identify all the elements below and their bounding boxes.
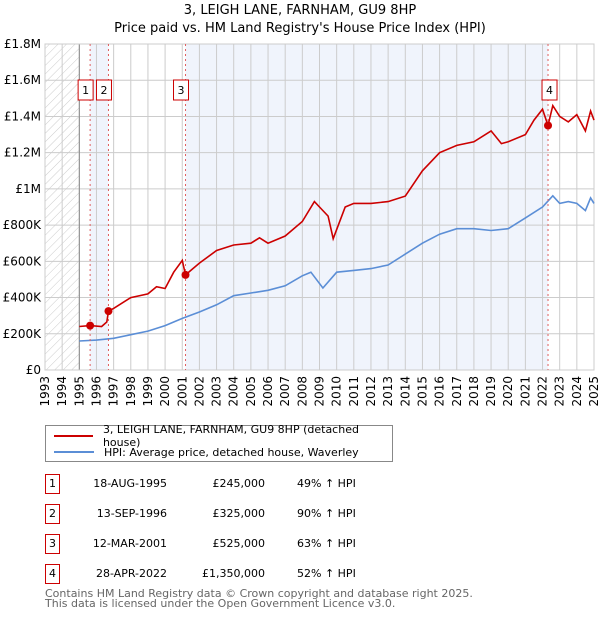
x-tick-label: 1998 (124, 376, 138, 407)
title-subtitle: Price paid vs. HM Land Registry's House … (114, 21, 486, 36)
sale-row: 1 18-AUG-1995 £245,000 49% ↑ HPI (45, 474, 445, 494)
x-tick-label: 2008 (295, 376, 309, 407)
sale-number-badge: 4 (45, 564, 60, 584)
x-tick-label: 2017 (450, 376, 464, 407)
x-tick-label: 1993 (38, 376, 52, 407)
y-tick-label: £1.4M (4, 109, 41, 123)
x-tick-label: 1997 (107, 376, 121, 407)
x-tick-label: 1995 (72, 376, 86, 407)
x-tick-label: 2001 (175, 376, 189, 407)
x-tick-label: 1996 (89, 376, 103, 407)
sale-date: 13-SEP-1996 (96, 507, 167, 520)
y-tick-label: £800K (3, 218, 43, 232)
sale-date: 28-APR-2022 (95, 567, 167, 580)
legend-label: 3, LEIGH LANE, FARNHAM, GU9 8HP (detache… (102, 423, 359, 449)
x-tick-label: 2019 (484, 376, 498, 407)
sale-row: 4 28-APR-2022 £1,350,000 52% ↑ HPI (45, 564, 445, 584)
sale-price: £1,350,000 (202, 567, 265, 580)
x-tick-label: 2012 (364, 376, 378, 407)
x-tick-label: 2020 (501, 376, 515, 407)
sale-point (86, 321, 95, 330)
chart-title: 3, LEIGH LANE, FARNHAM, GU9 8HP Price pa… (0, 2, 600, 38)
sale-number-badge: 3 (45, 534, 60, 554)
x-tick-label: 2013 (381, 376, 395, 407)
sale-number-box (541, 79, 558, 101)
y-tick-label: £400K (3, 291, 43, 305)
sale-number-badge: 1 (45, 474, 60, 494)
chart-legend: 3, LEIGH LANE, FARNHAM, GU9 8HP (detache… (45, 423, 393, 462)
x-tick-label: 2021 (518, 376, 532, 407)
x-tick-label: 2009 (313, 376, 327, 407)
x-tick-label: 2011 (347, 376, 361, 407)
sale-hpi-change: 63% ↑ HPI (297, 537, 356, 550)
sale-date: 18-AUG-1995 (93, 477, 167, 490)
x-tick-label: 2016 (433, 376, 447, 407)
footer-copyright: Contains HM Land Registry data © Crown c… (45, 587, 473, 600)
sale-number: 4 (546, 84, 553, 97)
sale-hpi-change: 49% ↑ HPI (297, 477, 356, 490)
legend-swatch-red (54, 435, 93, 437)
y-tick-label: £1M (15, 182, 41, 196)
x-tick-label: 2002 (192, 376, 206, 407)
sale-hpi-change: 52% ↑ HPI (297, 567, 356, 580)
shaded-band (185, 44, 549, 370)
property-price-line (79, 103, 595, 328)
x-tick-label: 2018 (467, 376, 481, 407)
sale-date: 12-MAR-2001 (92, 537, 167, 550)
sale-point (104, 307, 113, 316)
y-tick-label: £1.6M (4, 73, 41, 87)
y-tick-label: £200K (3, 327, 43, 341)
hpi-line (79, 194, 595, 342)
sale-number: 3 (178, 84, 185, 97)
footer: Contains HM Land Registry data © Crown c… (45, 587, 473, 610)
x-tick-label: 2015 (415, 376, 429, 407)
x-tick-label: 2003 (210, 376, 224, 407)
x-tick-label: 2025 (587, 376, 600, 407)
title-address: 3, LEIGH LANE, FARNHAM, GU9 8HP (183, 3, 417, 18)
sale-hpi-change: 90% ↑ HPI (297, 507, 356, 520)
y-tick-label: £1.2M (4, 146, 41, 160)
shaded-band (90, 44, 109, 370)
sale-number: 1 (82, 84, 89, 97)
sale-price: £525,000 (212, 537, 266, 550)
legend-item-hpi: HPI: Average price, detached house, Wave… (54, 444, 359, 460)
sale-number-box (77, 79, 94, 101)
footer-licence: This data is licensed under the Open Gov… (45, 597, 396, 610)
sale-row: 2 13-SEP-1996 £325,000 90% ↑ HPI (45, 504, 445, 524)
sale-price: £325,000 (212, 507, 266, 520)
price-chart: 1 2 3 4 £0 £200K £400K £600K £800K £1M £1.2M £1.4M £… (3, 37, 600, 407)
x-tick-label: 2006 (261, 376, 275, 407)
y-tick-label: £600K (3, 254, 43, 268)
plot-border (44, 43, 595, 371)
legend-label: HPI: Average price, detached house, Wave… (104, 445, 359, 459)
sale-point (544, 121, 553, 130)
legend-item-property: 3, LEIGH LANE, FARNHAM, GU9 8HP (detache… (54, 423, 392, 449)
x-tick-label: 1999 (141, 376, 155, 407)
x-tick-label: 2007 (278, 376, 292, 407)
sale-row: 3 12-MAR-2001 £525,000 63% ↑ HPI (45, 534, 445, 554)
sale-number: 2 (100, 84, 107, 97)
x-tick-label: 2024 (570, 376, 584, 407)
sale-number-box (173, 79, 190, 101)
sale-point (181, 270, 190, 279)
x-tick-label: 2000 (158, 376, 172, 407)
x-tick-label: 2010 (330, 376, 344, 407)
legend-swatch-blue (54, 451, 94, 453)
x-tick-label: 2005 (244, 376, 258, 407)
x-tick-label: 2014 (398, 376, 412, 407)
x-tick-label: 2023 (553, 376, 567, 407)
y-tick-label: £0 (26, 363, 41, 377)
sale-price: £245,000 (212, 477, 266, 490)
y-tick-label: £1.8M (4, 37, 41, 51)
x-tick-label: 2022 (536, 376, 550, 407)
sale-number-badge: 2 (45, 504, 60, 524)
sale-number-box (95, 79, 112, 101)
x-tick-label: 1994 (55, 376, 69, 407)
x-tick-label: 2004 (227, 376, 241, 407)
